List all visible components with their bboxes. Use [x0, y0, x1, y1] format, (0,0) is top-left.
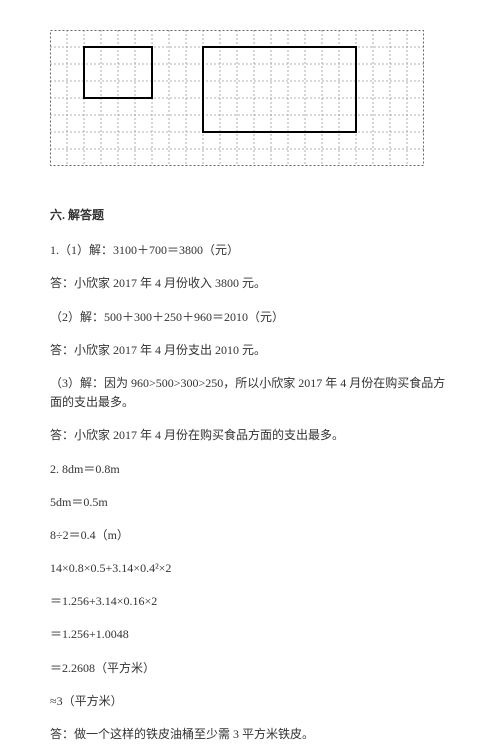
answer-line: ≈3（平方米）: [50, 692, 450, 711]
answer-line: 答：小欣家 2017 年 4 月份收入 3800 元。: [50, 274, 450, 293]
grid-figure: [50, 30, 450, 166]
answer-line: （2）解：500＋300＋250＋960＝2010（元）: [50, 308, 450, 327]
answer-line: 1.（1）解：3100＋700＝3800（元）: [50, 241, 450, 260]
answer-line: （3）解：因为 960>500>300>250，所以小欣家 2017 年 4 月…: [50, 374, 450, 412]
answer-line: 答：做一个这样的铁皮油桶至少需 3 平方米铁皮。: [50, 725, 450, 744]
answer-line: ＝2.2608（平方米）: [50, 659, 450, 678]
answer-line: 5dm＝0.5m: [50, 493, 450, 512]
answer-line: 14×0.8×0.5+3.14×0.4²×2: [50, 559, 450, 578]
grid-svg: [50, 30, 424, 166]
answer-line: 2. 8dm＝0.8m: [50, 460, 450, 479]
answer-line: ＝1.256+3.14×0.16×2: [50, 592, 450, 611]
section-title: 六. 解答题: [50, 206, 450, 225]
answer-lines: 1.（1）解：3100＋700＝3800（元） 答：小欣家 2017 年 4 月份…: [50, 241, 450, 744]
answer-line: ＝1.256+1.0048: [50, 625, 450, 644]
answer-line: 8÷2＝0.4（m）: [50, 526, 450, 545]
answer-line: 答：小欣家 2017 年 4 月份支出 2010 元。: [50, 341, 450, 360]
answer-line: 答：小欣家 2017 年 4 月份在购买食品方面的支出最多。: [50, 426, 450, 445]
